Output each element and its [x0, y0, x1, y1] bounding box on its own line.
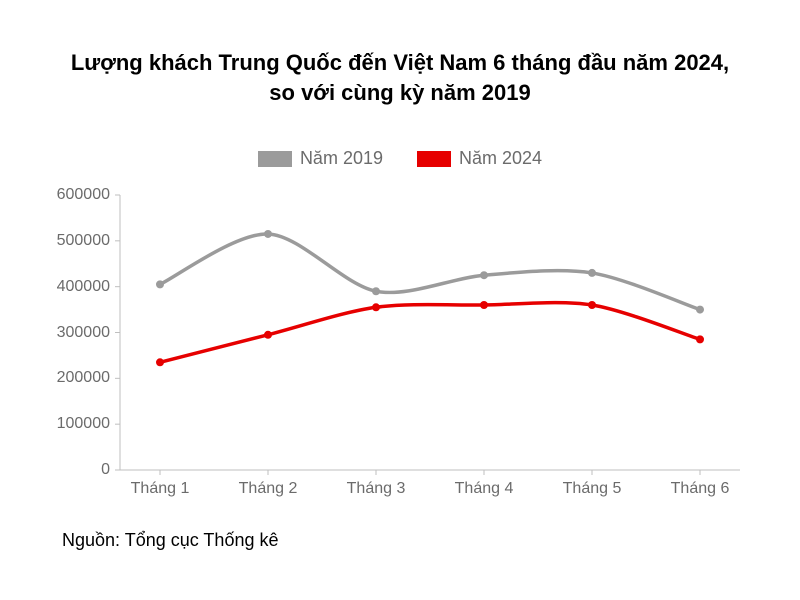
series-2024-marker: [588, 301, 596, 309]
chart-title: Lượng khách Trung Quốc đến Việt Nam 6 th…: [40, 48, 760, 107]
series-2019-marker: [372, 287, 380, 295]
series-2019-marker: [588, 269, 596, 277]
source-label: Nguồn: Tổng cục Thống kê: [62, 530, 278, 551]
chart-card: Lượng khách Trung Quốc đến Việt Nam 6 th…: [0, 0, 800, 600]
y-tick-label: 300000: [57, 324, 120, 342]
series-2024-marker: [264, 331, 272, 339]
x-tick-label: Tháng 2: [239, 470, 298, 498]
y-tick-label: 400000: [57, 278, 120, 296]
series-2024-marker: [372, 303, 380, 311]
legend-swatch-2024: [417, 151, 451, 167]
y-tick-label: 500000: [57, 232, 120, 250]
x-tick-label: Tháng 5: [563, 470, 622, 498]
series-2019-marker: [264, 230, 272, 238]
y-tick-label: 100000: [57, 415, 120, 433]
legend-item-2024: Năm 2024: [417, 148, 542, 169]
legend-label-2019: Năm 2019: [300, 148, 383, 169]
x-tick-label: Tháng 4: [455, 470, 514, 498]
y-tick-label: 0: [101, 461, 120, 479]
series-2024-marker: [696, 335, 704, 343]
line-chart-svg: [120, 195, 740, 470]
x-tick-label: Tháng 3: [347, 470, 406, 498]
legend-item-2019: Năm 2019: [258, 148, 383, 169]
legend: Năm 2019 Năm 2024: [0, 148, 800, 169]
series-2024-marker: [156, 358, 164, 366]
x-tick-label: Tháng 1: [131, 470, 190, 498]
series-2019-marker: [156, 280, 164, 288]
series-2024-line: [160, 303, 700, 363]
series-2019-line: [160, 234, 700, 310]
series-2019-marker: [480, 271, 488, 279]
y-tick-label: 200000: [57, 369, 120, 387]
series-2019-marker: [696, 306, 704, 314]
chart-plot-area: 0100000200000300000400000500000600000Thá…: [120, 195, 740, 470]
legend-label-2024: Năm 2024: [459, 148, 542, 169]
series-2024-marker: [480, 301, 488, 309]
y-tick-label: 600000: [57, 186, 120, 204]
legend-swatch-2019: [258, 151, 292, 167]
x-tick-label: Tháng 6: [671, 470, 730, 498]
